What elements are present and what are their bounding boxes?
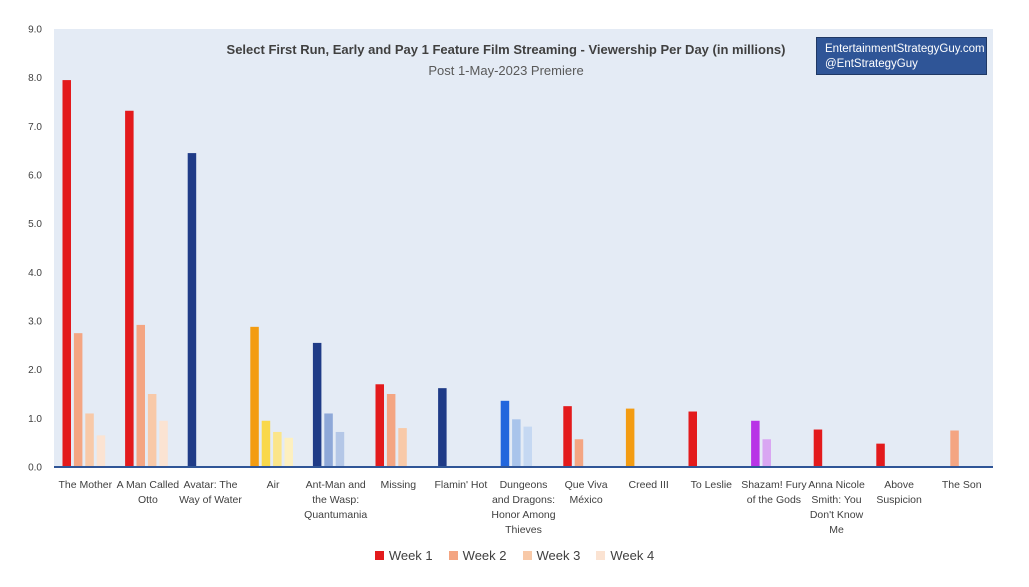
bar <box>136 324 145 467</box>
x-tick-label: Suspicion <box>876 494 922 506</box>
y-tick-label: 7.0 <box>28 122 42 133</box>
legend-label: Week 4 <box>610 548 655 563</box>
x-tick-label: Smith: You <box>811 494 861 506</box>
legend-label: Week 2 <box>462 548 507 563</box>
x-tick-label: Shazam! Fury <box>741 479 807 491</box>
chart-subtitle: Post 1-May-2023 Premiere <box>428 63 583 78</box>
x-tick-label: México <box>569 494 602 506</box>
bar <box>398 428 407 467</box>
bar <box>762 439 771 467</box>
bar <box>73 333 83 467</box>
brand-website: EntertainmentStrategyGuy.com <box>825 43 985 55</box>
bar <box>563 406 572 467</box>
x-tick-label: Me <box>829 524 844 536</box>
x-tick-label: Thieves <box>505 524 542 536</box>
y-tick-label: 9.0 <box>28 25 42 36</box>
bar <box>813 429 823 467</box>
x-tick-label: Otto <box>138 494 158 506</box>
x-tick-label: Flamin' Hot <box>435 479 488 491</box>
bar <box>375 384 384 467</box>
x-tick-label: The Son <box>942 479 982 491</box>
bar <box>261 420 271 467</box>
y-tick-label: 2.0 <box>28 365 42 376</box>
x-tick-label: Air <box>267 479 280 491</box>
bar <box>523 426 532 467</box>
x-tick-label: Way of Water <box>179 494 242 506</box>
bar <box>335 431 345 467</box>
bar <box>876 443 885 467</box>
bar <box>500 400 510 467</box>
bar <box>688 411 697 467</box>
x-tick-label: A Man Called <box>117 479 180 491</box>
bar <box>62 80 71 467</box>
x-tick-label: The Mother <box>58 479 112 491</box>
y-tick-label: 5.0 <box>28 219 42 230</box>
x-tick-label: the Wasp: <box>312 494 359 506</box>
brand-handle: @EntStrategyGuy <box>825 58 918 70</box>
x-tick-label: and Dragons: <box>492 494 555 506</box>
y-tick-label: 1.0 <box>28 414 42 425</box>
x-tick-label: Que Viva <box>565 479 608 491</box>
x-tick-label: Ant-Man and <box>306 479 366 491</box>
y-tick-label: 6.0 <box>28 171 42 182</box>
bar <box>159 420 168 467</box>
legend: Week 1 Week 2 Week 3 Week 4 <box>0 548 1029 563</box>
legend-item: Week 1 <box>374 548 433 563</box>
legend-label: Week 3 <box>536 548 581 563</box>
bar <box>438 388 447 467</box>
x-tick-label: Quantumania <box>304 509 367 521</box>
chart-title: Select First Run, Early and Pay 1 Featur… <box>227 42 786 57</box>
bar <box>284 437 293 467</box>
legend-item: Week 2 <box>448 548 507 563</box>
bar <box>147 394 157 467</box>
legend-swatch <box>374 551 384 560</box>
legend-swatch <box>448 551 458 560</box>
y-tick-label: 0.0 <box>28 463 42 474</box>
legend-swatch <box>596 551 606 560</box>
bar <box>273 431 282 467</box>
x-tick-label: Above <box>884 479 914 491</box>
legend-item: Week 4 <box>596 548 654 563</box>
bar <box>250 326 259 467</box>
x-tick-label: of the Gods <box>747 494 801 506</box>
y-tick-label: 8.0 <box>28 73 42 84</box>
legend-swatch <box>522 551 532 560</box>
x-tick-label: Missing <box>381 479 417 491</box>
x-tick-label: Anna Nicole <box>808 479 865 491</box>
x-tick-label: Avatar: The <box>184 479 238 491</box>
x-tick-label: Dungeons <box>500 479 548 491</box>
bar <box>625 408 635 467</box>
brand-box: EntertainmentStrategyGuy.com @EntStrateg… <box>816 37 987 75</box>
legend-item: Week 3 <box>522 548 581 563</box>
plot-area <box>54 29 993 467</box>
x-tick-label: Don't Know <box>810 509 864 521</box>
bar <box>312 342 322 467</box>
bar <box>950 430 959 467</box>
y-tick-label: 3.0 <box>28 317 42 328</box>
x-tick-label: To Leslie <box>691 479 733 491</box>
bar <box>386 394 396 467</box>
x-tick-label: Creed III <box>629 479 669 491</box>
bar <box>85 413 94 467</box>
x-tick-label: Honor Among <box>491 509 555 521</box>
bar <box>751 420 760 467</box>
y-tick-label: 4.0 <box>28 268 42 279</box>
legend-label: Week 1 <box>388 548 433 563</box>
bar <box>96 435 106 467</box>
bar <box>187 153 197 467</box>
bar <box>324 413 333 467</box>
bar <box>574 439 584 467</box>
bar <box>512 419 521 467</box>
bar <box>125 110 134 467</box>
